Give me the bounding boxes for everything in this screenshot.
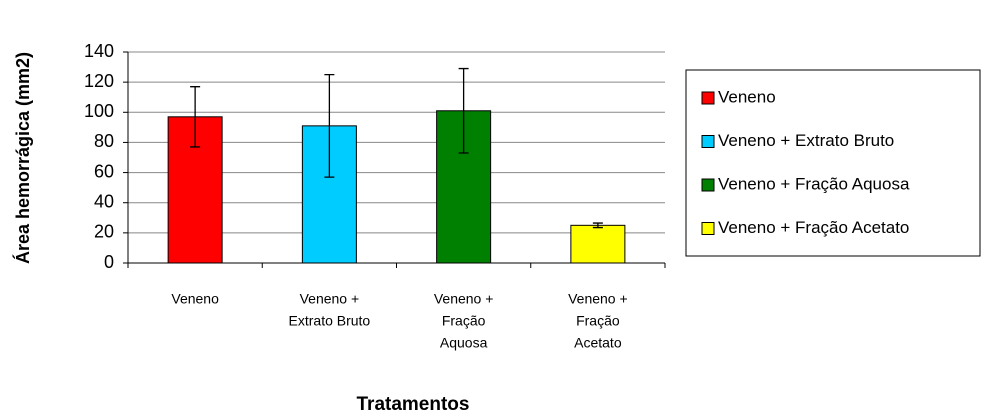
- x-tick-label: Veneno +: [434, 291, 494, 307]
- y-tick-label: 40: [94, 191, 114, 211]
- legend-swatch: [701, 222, 715, 235]
- y-tick-label: 20: [94, 222, 114, 242]
- legend-label: Veneno + Extrato Bruto: [718, 131, 894, 150]
- x-tick-label: Aquosa: [440, 335, 488, 351]
- legend-label: Veneno + Fração Acetato: [718, 218, 909, 237]
- x-axis-title: Tratamentos: [357, 394, 470, 415]
- legend-label: Veneno: [718, 87, 776, 106]
- legend-swatch: [701, 91, 715, 105]
- y-tick-label: 100: [84, 101, 114, 121]
- x-tick-label: Fração: [442, 313, 486, 329]
- y-tick-label: 0: [104, 252, 114, 272]
- y-tick-label: 120: [84, 71, 114, 91]
- y-tick-label: 140: [84, 41, 114, 61]
- error-bar: [592, 222, 603, 229]
- x-tick-label: Veneno +: [568, 291, 628, 307]
- error-bar: [190, 86, 201, 148]
- legend-box: [685, 69, 981, 257]
- bar: [570, 224, 626, 264]
- legend-swatch: [701, 135, 715, 148]
- x-tick-label: Acetato: [574, 335, 622, 351]
- legend-swatch: [701, 178, 715, 192]
- y-tick-label: 60: [94, 161, 114, 181]
- legend-label: Veneno + Fração Aquosa: [718, 174, 910, 193]
- y-tick-label: 80: [94, 131, 114, 151]
- error-bar: [324, 73, 335, 178]
- x-tick-label: Extrato Bruto: [289, 313, 371, 329]
- y-axis-title: Área hemorrágica (mm2): [12, 52, 33, 264]
- x-tick-label: Fração: [576, 313, 620, 329]
- error-bar: [458, 67, 469, 154]
- bar: [301, 125, 357, 264]
- x-tick-label: Veneno +: [300, 291, 360, 307]
- x-tick-label: Veneno: [171, 291, 219, 307]
